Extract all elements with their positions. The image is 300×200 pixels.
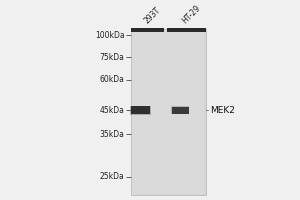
Bar bbox=[130, 28, 164, 32]
Text: 293T: 293T bbox=[142, 6, 162, 26]
Bar bbox=[130, 106, 152, 115]
Text: 25kDa: 25kDa bbox=[100, 172, 124, 181]
Text: 75kDa: 75kDa bbox=[100, 53, 124, 62]
Text: 60kDa: 60kDa bbox=[100, 75, 124, 84]
Bar bbox=[167, 28, 206, 32]
Text: HT-29: HT-29 bbox=[180, 4, 202, 26]
Text: 35kDa: 35kDa bbox=[100, 130, 124, 139]
Text: 45kDa: 45kDa bbox=[100, 106, 124, 115]
Bar bbox=[132, 30, 204, 194]
Bar bbox=[172, 107, 189, 114]
Bar bbox=[131, 106, 151, 114]
Bar bbox=[130, 29, 206, 195]
Text: MEK2: MEK2 bbox=[210, 106, 235, 115]
Text: 100kDa: 100kDa bbox=[95, 31, 124, 40]
Bar bbox=[172, 106, 189, 114]
